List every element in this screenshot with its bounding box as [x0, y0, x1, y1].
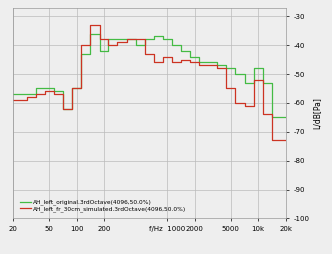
AH_left_fr_30cm_simulated.3rdOctave(4096,50.0%) [152, 52, 156, 55]
AH_left_fr_30cm_simulated.3rdOctave(4096,50.0%) [3, 99, 7, 102]
AH_left_original.3rdOctave(4096,50.0%) [79, 52, 83, 55]
AH_left_fr_30cm_simulated.3rdOctave(4096,50.0%) [88, 23, 92, 26]
AH_left_original.3rdOctave(4096,50.0%) [252, 67, 256, 70]
AH_left_fr_30cm_simulated.3rdOctave(4096,50.0%) [252, 78, 256, 81]
AH_left_original.3rdOctave(4096,50.0%) [152, 38, 156, 41]
AH_left_fr_30cm_simulated.3rdOctave(4096,50.0%) [34, 96, 38, 99]
Y-axis label: L/dB[Pa]: L/dB[Pa] [312, 97, 321, 129]
AH_left_fr_30cm_simulated.3rdOctave(4096,50.0%) [292, 139, 296, 142]
AH_left_fr_30cm_simulated.3rdOctave(4096,50.0%) [61, 107, 65, 110]
AH_left_original.3rdOctave(4096,50.0%) [61, 107, 65, 110]
AH_left_original.3rdOctave(4096,50.0%) [88, 32, 92, 35]
AH_left_original.3rdOctave(4096,50.0%) [34, 93, 38, 96]
Line: AH_left_original.3rdOctave(4096,50.0%): AH_left_original.3rdOctave(4096,50.0%) [5, 34, 294, 117]
AH_left_original.3rdOctave(4096,50.0%) [270, 116, 274, 119]
AH_left_original.3rdOctave(4096,50.0%) [3, 93, 7, 96]
AH_left_fr_30cm_simulated.3rdOctave(4096,50.0%) [179, 58, 183, 61]
AH_left_fr_30cm_simulated.3rdOctave(4096,50.0%) [79, 44, 83, 47]
Legend: AH_left_original.3rdOctave(4096,50.0%), AH_left_fr_30cm_simulated.3rdOctave(4096: AH_left_original.3rdOctave(4096,50.0%), … [19, 198, 187, 213]
AH_left_fr_30cm_simulated.3rdOctave(4096,50.0%) [270, 139, 274, 142]
AH_left_original.3rdOctave(4096,50.0%) [179, 50, 183, 53]
AH_left_original.3rdOctave(4096,50.0%) [292, 116, 296, 119]
Line: AH_left_fr_30cm_simulated.3rdOctave(4096,50.0%): AH_left_fr_30cm_simulated.3rdOctave(4096… [5, 25, 294, 140]
